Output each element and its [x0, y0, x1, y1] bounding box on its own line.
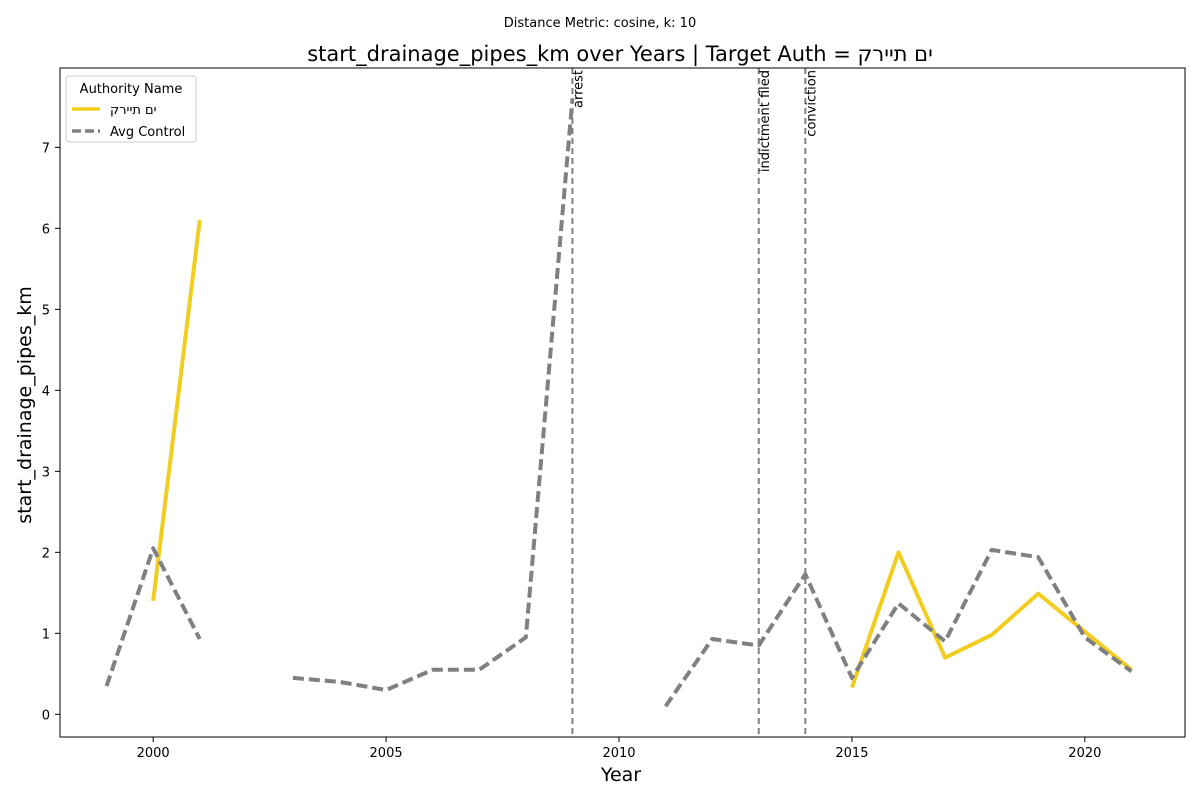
y-tick-label: 0	[42, 708, 50, 723]
y-tick-label: 7	[42, 141, 50, 156]
series-line-target	[850, 550, 1133, 689]
legend-label-avg-control: Avg Control	[110, 125, 185, 140]
legend-title: Authority Name	[80, 82, 183, 97]
series-line-avg-control	[104, 546, 202, 687]
event-label: arrest	[571, 70, 586, 108]
y-tick-label: 2	[42, 546, 50, 561]
legend: Authority Name ים תיירק Avg Control	[65, 75, 197, 143]
y-tick-label: 5	[42, 303, 50, 318]
y-tick-label: 6	[42, 222, 50, 237]
event-label: conviction	[804, 70, 819, 137]
series-line-avg-control	[663, 547, 1133, 708]
x-axis-label: Year	[600, 764, 641, 786]
chart-subtitle: Distance Metric: cosine, k: 10	[504, 16, 696, 31]
y-axis-label: start_drainage_pipes_km	[14, 286, 36, 523]
chart-title: start_drainage_pipes_km over Years | Tar…	[307, 42, 933, 67]
series-line-avg-control	[292, 98, 575, 693]
event-label: indictment filed	[758, 70, 773, 172]
x-tick-label: 2015	[835, 746, 868, 761]
plot-frame	[59, 67, 1186, 738]
x-tick-label: 2000	[137, 746, 170, 761]
y-tick-label: 1	[42, 627, 50, 642]
y-tick-label: 3	[42, 465, 50, 480]
legend-label-target: ים תיירק	[110, 103, 157, 118]
series-line-target	[151, 220, 202, 602]
legend-box	[65, 75, 197, 143]
x-tick-label: 2005	[370, 746, 403, 761]
x-tick-label: 2010	[602, 746, 635, 761]
x-tick-label: 2020	[1068, 746, 1101, 761]
plot-area: arrest indictment filed conviction 2000 2005…	[42, 67, 1186, 761]
y-tick-label: 4	[42, 384, 50, 399]
